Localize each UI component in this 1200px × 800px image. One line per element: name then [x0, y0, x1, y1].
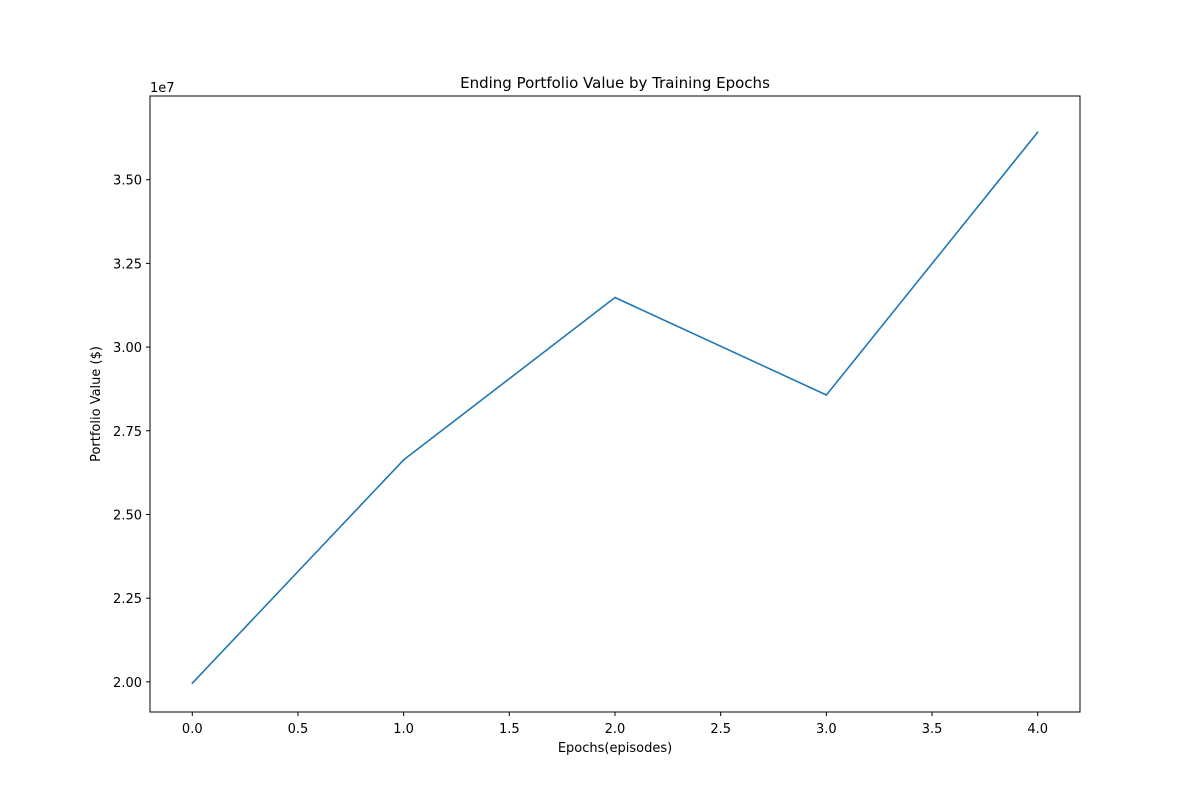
data-point — [1036, 131, 1039, 133]
y-axis-ticks: 2.00 2.25 2.50 2.75 3.00 3.25 3.50 — [113, 174, 150, 691]
y-axis-label: Portfolio Value ($) — [89, 346, 104, 462]
series-layer — [191, 131, 1039, 685]
y-offset-label: 1e7 — [150, 81, 175, 96]
x-tick-label: 3.0 — [816, 722, 837, 737]
x-tick-label: 3.5 — [922, 722, 943, 737]
x-axis-label: Epochs(episodes) — [558, 741, 672, 756]
x-axis-ticks: 0.0 0.5 1.0 1.5 2.0 2.5 3.0 3.5 4.0 — [182, 712, 1048, 737]
y-tick-label: 3.50 — [113, 174, 142, 189]
x-tick-label: 2.0 — [605, 722, 626, 737]
y-tick-label: 2.00 — [113, 676, 142, 691]
x-tick-label: 1.0 — [393, 722, 414, 737]
y-tick-label: 2.75 — [113, 425, 142, 440]
data-point — [402, 459, 405, 461]
x-tick-label: 0.5 — [288, 722, 309, 737]
data-point — [614, 296, 616, 299]
x-tick-label: 4.0 — [1027, 722, 1048, 737]
data-point — [825, 394, 828, 396]
x-tick-label: 0.0 — [182, 722, 203, 737]
y-tick-label: 3.00 — [113, 341, 142, 356]
x-tick-label: 1.5 — [499, 722, 520, 737]
chart-title: Ending Portfolio Value by Training Epoch… — [460, 74, 770, 92]
y-tick-label: 3.25 — [113, 257, 142, 272]
plot-frame — [149, 95, 1081, 713]
data-point — [191, 682, 194, 685]
y-tick-label: 2.50 — [113, 508, 142, 523]
x-tick-label: 2.5 — [710, 722, 731, 737]
y-tick-label: 2.25 — [113, 592, 142, 607]
